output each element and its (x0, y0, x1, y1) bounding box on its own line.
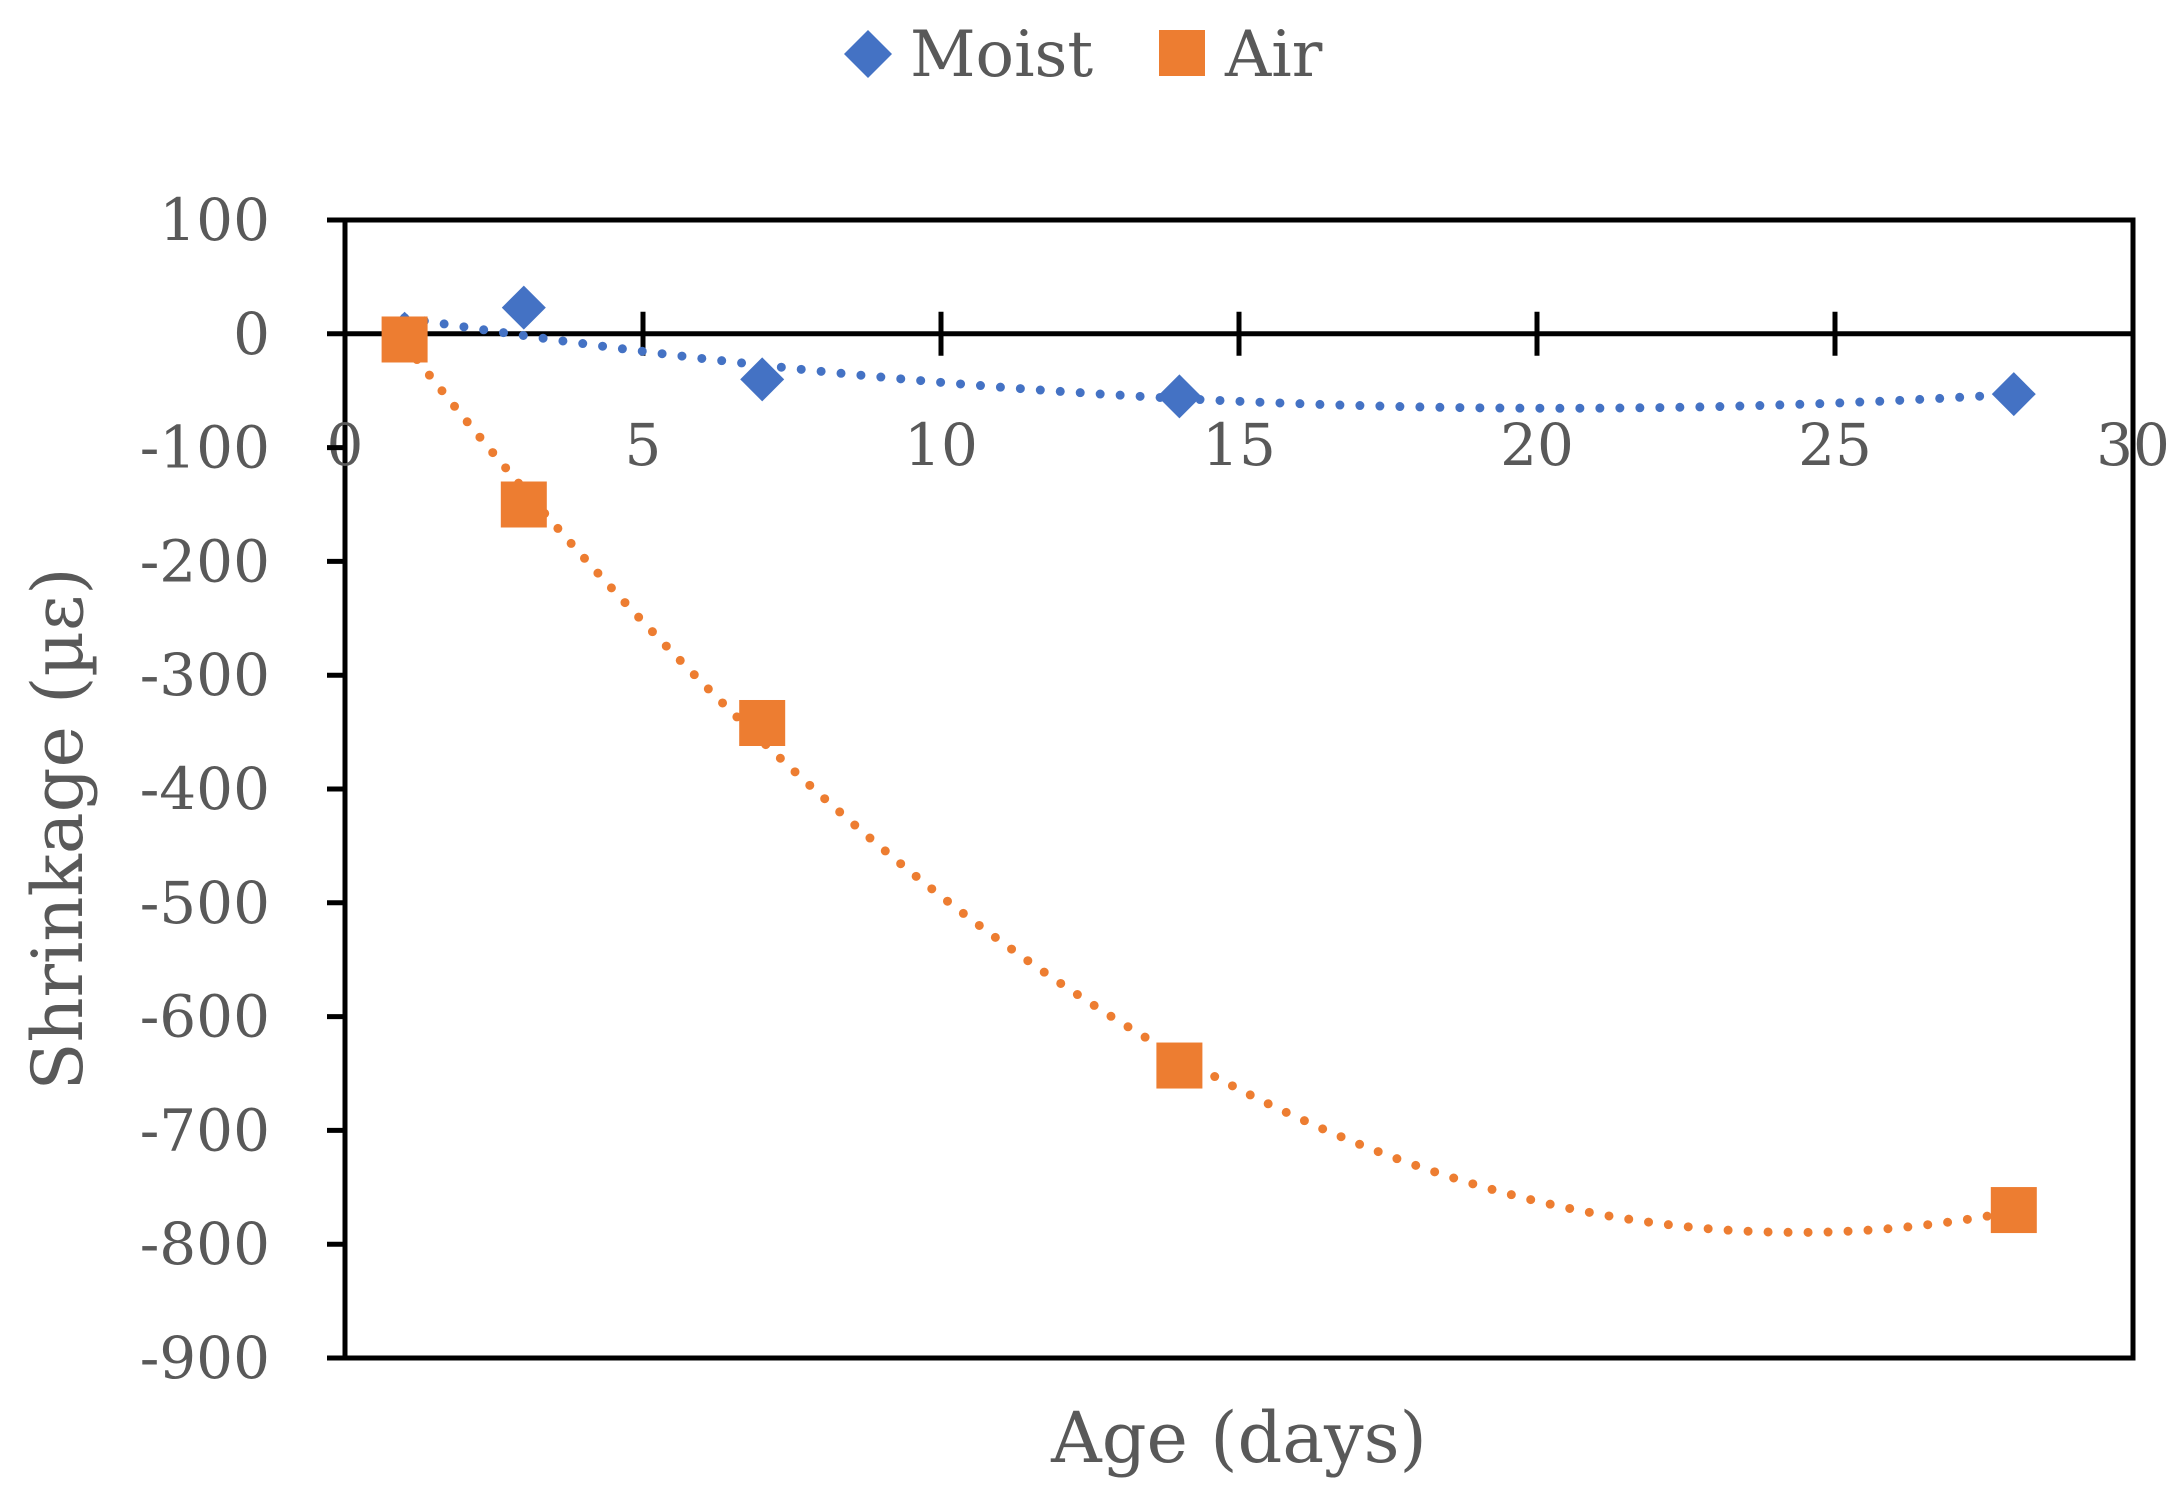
y-tick-label-0: 0 (233, 300, 270, 368)
y-tick-label--100: -100 (140, 414, 270, 482)
data-point-moist-day-28 (1991, 372, 2036, 417)
x-tick-label-10: 10 (904, 411, 978, 479)
legend-marker-moist (844, 30, 892, 78)
data-markers (381, 285, 2037, 1234)
y-axis-title: Shrinkage (µε) (17, 568, 99, 1091)
y-tick-label--400: -400 (140, 755, 270, 823)
y-tick-label--900: -900 (140, 1324, 270, 1392)
plot-area-frame (342, 217, 2136, 1361)
x-tick-label-30: 30 (2096, 411, 2170, 479)
data-point-air-day-28 (1990, 1187, 2037, 1234)
trendlines (400, 313, 2019, 1237)
x-tick-label-20: 20 (1500, 411, 1574, 479)
legend-item-air: Air (1159, 18, 1323, 92)
legend-item-moist: Moist (844, 18, 1093, 92)
legend-marker-air (1159, 30, 1205, 76)
y-tick-label--300: -300 (140, 641, 270, 709)
x-tick-label-0: 0 (327, 411, 364, 479)
data-point-moist-day-7 (740, 357, 785, 402)
y-tick-label--700: -700 (140, 1096, 270, 1164)
y-tick-label--800: -800 (140, 1210, 270, 1278)
data-point-moist-day-14 (1157, 374, 1202, 419)
legend: Moist Air (844, 18, 1323, 92)
data-point-air-day-1 (381, 316, 428, 363)
y-axis-ticks (327, 217, 345, 1361)
trendline-air (400, 339, 2019, 1237)
data-point-moist-day-3 (501, 285, 546, 330)
x-tick-label-25: 25 (1798, 411, 1872, 479)
y-tick-label--500: -500 (140, 869, 270, 937)
data-point-air-day-14 (1156, 1042, 1203, 1089)
y-axis-tick-labels: 100 0 -100 -200 -300 -400 -500 -600 -700 -800 -900 (140, 186, 270, 1392)
y-tick-label--200: -200 (140, 527, 270, 595)
y-tick-label--600: -600 (140, 983, 270, 1051)
data-point-air-day-7 (739, 699, 786, 746)
x-tick-label-15: 15 (1202, 411, 1276, 479)
y-tick-label-100: 100 (159, 186, 270, 254)
x-axis-ticks (342, 311, 2136, 356)
data-point-air-day-3 (500, 481, 547, 528)
legend-label-moist: Moist (910, 18, 1093, 92)
x-axis-tick-labels: 0 5 10 15 20 25 30 (327, 411, 2170, 479)
x-tick-label-5: 5 (625, 411, 662, 479)
legend-label-air: Air (1224, 18, 1323, 92)
x-axis-title: Age (days) (1050, 1397, 1427, 1479)
